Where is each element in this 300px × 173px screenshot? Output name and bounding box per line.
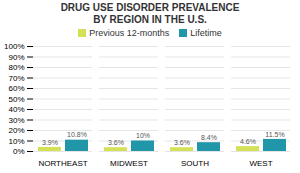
html-text:DRUG USE DISORDER PREVALENCE B: DRUG USE DISORDER PREVALENCE BY REGION I… — [60, 2, 240, 25]
svg-text:100%: 100% — [4, 42, 24, 51]
svg-text:30%: 30% — [8, 116, 24, 125]
svg-text:50%: 50% — [8, 95, 24, 104]
svg-text:10%: 10% — [136, 132, 150, 139]
svg-text:3.6%: 3.6% — [174, 139, 190, 146]
html-text:Previous 12-months: Previous 12-months — [89, 28, 170, 38]
svg-text:20%: 20% — [8, 126, 24, 135]
svg-text:MIDWEST: MIDWEST — [110, 159, 148, 168]
svg-text:90%: 90% — [8, 53, 24, 62]
svg-text:4.6%: 4.6% — [240, 138, 256, 145]
svg-text:NORTHEAST: NORTHEAST — [38, 159, 87, 168]
svg-text:11.5%: 11.5% — [265, 131, 284, 138]
svg-text:8.4%: 8.4% — [201, 134, 217, 141]
svg-text:60%: 60% — [8, 84, 24, 93]
html-text:Lifetime: Lifetime — [190, 28, 222, 38]
svg-text:SOUTH: SOUTH — [181, 159, 209, 168]
svg-text:10.8%: 10.8% — [67, 131, 87, 138]
svg-text:3.6%: 3.6% — [108, 139, 124, 146]
svg-text:40%: 40% — [8, 105, 24, 114]
svg-text:3.9%: 3.9% — [42, 139, 58, 146]
svg-text:10%: 10% — [8, 137, 24, 146]
svg-text:0%: 0% — [13, 147, 25, 156]
svg-text:70%: 70% — [8, 74, 24, 83]
svg-text:WEST: WEST — [249, 159, 272, 168]
svg-text:80%: 80% — [8, 63, 24, 72]
